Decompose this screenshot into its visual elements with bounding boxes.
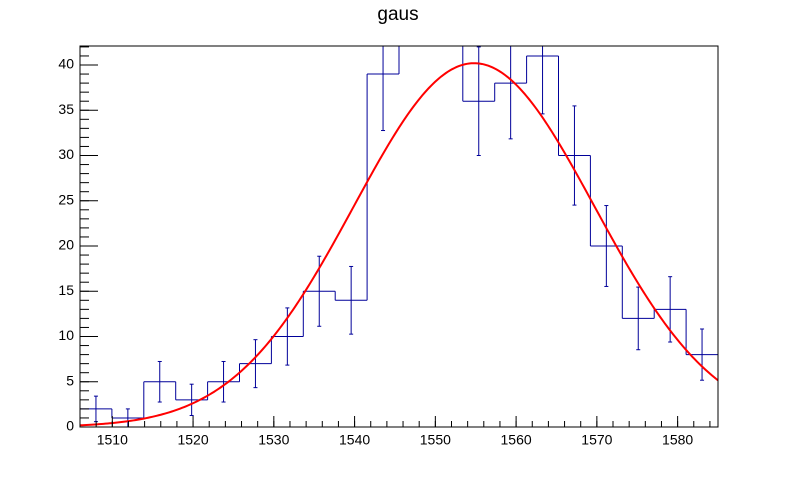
x-tick-label: 1560	[501, 432, 532, 448]
x-tick-label: 1540	[339, 432, 370, 448]
x-tick-label: 1510	[97, 432, 128, 448]
y-tick-label: 30	[58, 146, 74, 162]
fit-curve	[80, 62, 718, 427]
y-tick-label: 40	[58, 56, 74, 72]
y-tick-label: 20	[58, 237, 74, 253]
y-tick-label: 10	[58, 327, 74, 343]
y-tick-label: 35	[58, 101, 74, 117]
x-tick-label: 1550	[420, 432, 451, 448]
y-tick-label: 15	[58, 282, 74, 298]
x-tick-label: 1570	[581, 432, 612, 448]
y-tick-label: 25	[58, 191, 74, 207]
plot-area	[80, 46, 718, 427]
x-tick-label: 1520	[177, 432, 208, 448]
y-tick-label: 5	[66, 372, 74, 388]
x-tick-label: 1580	[662, 432, 693, 448]
chart-title: gaus	[377, 4, 418, 25]
x-tick-label: 1530	[258, 432, 289, 448]
y-tick-label: 0	[66, 418, 74, 434]
